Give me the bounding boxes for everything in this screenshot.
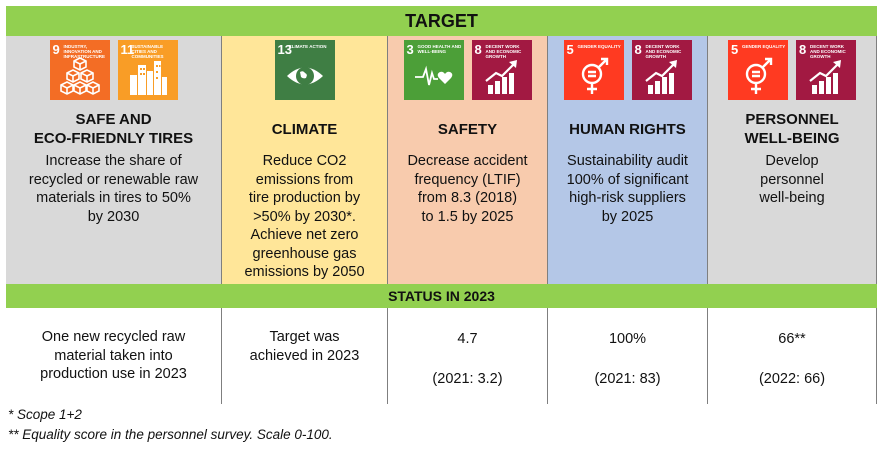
footnote-equality-score: ** Equality score in the personnel surve… <box>8 427 333 442</box>
footnote-scope: * Scope 1+2 <box>8 407 82 422</box>
target-column-personnel-wellbeing: 5 Gender equality 8 Decent work and econ… <box>708 36 877 284</box>
status-cell-climate: Target was achieved in 2023 <box>222 308 388 404</box>
status-previous: (2021: 83) <box>594 371 661 387</box>
column-description: Reduce CO2 emissions from tire production… <box>244 153 365 280</box>
heartbeat-icon <box>414 65 452 86</box>
status-value: 66** <box>778 331 806 347</box>
gender-equality-icon <box>581 57 608 94</box>
sdg-8-icon: 8 Decent work and economic growth <box>471 40 532 100</box>
sdg-8-icon: 8 Decent work and economic growth <box>631 40 692 100</box>
sdg-3-icon: 3 Good health and well-being <box>403 40 464 100</box>
column-heading: PERSONNEL WELL-BEING <box>744 111 840 147</box>
status-previous: (2021: 3.2) <box>432 371 503 387</box>
growth-chart-icon <box>644 60 677 94</box>
growth-chart-icon <box>809 60 841 94</box>
status-cell-safe-tires: One new recycled raw material taken into p… <box>6 308 222 404</box>
column-heading: SAFETY <box>437 121 498 138</box>
status-value: 4.7 <box>457 331 478 347</box>
sdg-8-icon: 8 Decent work and economic growth <box>796 40 856 100</box>
status-value: 100% <box>608 331 647 347</box>
target-column-safe-tires: 9 Industry, innovation and infrastructur… <box>6 36 222 284</box>
target-header: TARGET <box>6 6 877 36</box>
growth-chart-icon <box>484 60 517 94</box>
cubes-icon <box>59 57 100 95</box>
sdg-11-icon: 11 Sustainable cities and communities <box>117 40 178 100</box>
status-cell-safety: 4.7 (2021: 3.2) <box>388 308 548 404</box>
column-description: Sustainability audit 100% of significant … <box>566 153 689 225</box>
column-heading: CLIMATE <box>271 121 338 138</box>
column-description: Develop personnel well-being <box>759 153 825 206</box>
sdg-5-icon: 5 Gender equality <box>728 40 788 100</box>
status-cell-personnel-wellbeing: 66** (2022: 66) <box>708 308 877 404</box>
status-cell-human-rights: 100% (2021: 83) <box>548 308 708 404</box>
eye-globe-icon <box>286 67 323 85</box>
column-heading: SAFE AND ECO-FRIEDNLY TIRES <box>33 111 194 147</box>
column-heading: HUMAN RIGHTS <box>569 121 686 138</box>
sdg-9-icon: 9 Industry, innovation and infrastructur… <box>49 40 110 100</box>
column-description: Decrease accident frequency (LTIF) from 8… <box>407 153 528 225</box>
target-column-human-rights: 5 Gender equality 8 Decent work and econ… <box>548 36 708 284</box>
column-description: Increase the share of recycled or renewab… <box>28 153 199 225</box>
status-header: STATUS IN 2023 <box>6 284 877 308</box>
city-icon <box>129 61 167 95</box>
sdg-5-icon: 5 Gender equality <box>563 40 624 100</box>
sdg-13-icon: 13 Climate action <box>274 40 335 100</box>
target-column-safety: 3 Good health and well-being 8 Decent wo… <box>388 36 548 284</box>
gender-equality-icon <box>745 57 773 94</box>
status-previous: (2022: 66) <box>758 371 826 387</box>
target-column-climate: 13 Climate action CLIMATE Reduce CO2 emis… <box>222 36 388 284</box>
